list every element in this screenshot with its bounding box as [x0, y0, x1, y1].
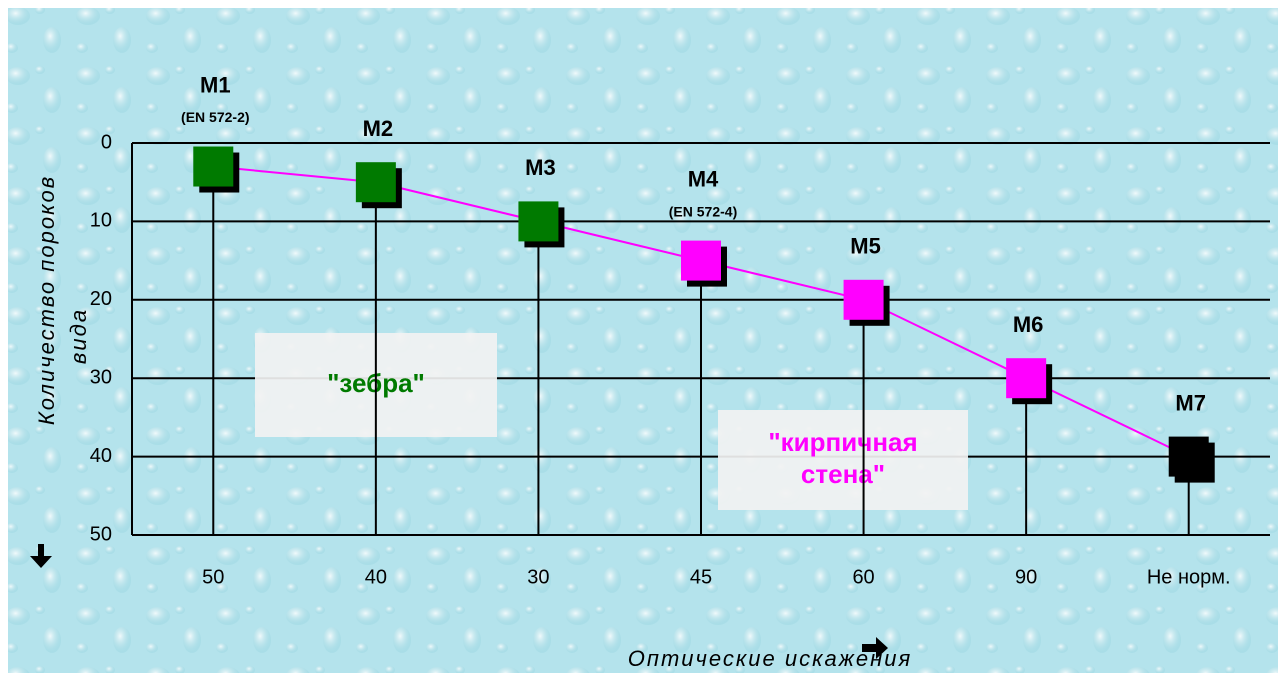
- y-tick-label: 0: [101, 131, 112, 153]
- y-tick-label: 10: [90, 210, 112, 232]
- x-axis-label: Оптические искажения: [628, 646, 912, 671]
- point-label: M1: [200, 72, 231, 97]
- chart: 01020304050"зебра""кирпичнаястена" 50403…: [0, 0, 1286, 681]
- annotation-text: "кирпичная: [768, 427, 917, 457]
- y-axis-label: Количество пороков: [34, 175, 59, 425]
- point-note: (EN 572-2): [181, 109, 249, 125]
- y-tick-label: 50: [90, 523, 112, 545]
- point-label: M3: [525, 155, 556, 180]
- y-tick-label: 30: [90, 366, 112, 388]
- y-tick-label: 40: [90, 445, 112, 467]
- x-tick-label: 50: [202, 566, 224, 588]
- marker: [193, 147, 233, 187]
- marker: [518, 201, 558, 241]
- background: [8, 8, 1278, 673]
- marker: [356, 162, 396, 202]
- y-tick-label: 20: [90, 288, 112, 310]
- point-label: M7: [1175, 390, 1206, 415]
- point-label: M5: [850, 234, 881, 259]
- x-tick-label: 30: [527, 566, 549, 588]
- marker: [1169, 437, 1209, 477]
- point-note: (EN 572-4): [669, 203, 737, 219]
- x-tick-label: 40: [365, 566, 387, 588]
- x-tick-label: Не норм.: [1147, 566, 1231, 588]
- x-tick-label: 90: [1015, 566, 1037, 588]
- marker: [681, 241, 721, 281]
- x-tick-label: 60: [852, 566, 874, 588]
- x-tick-label: 45: [690, 566, 712, 588]
- point-label: M2: [363, 116, 394, 141]
- marker: [844, 280, 884, 320]
- annotation-text: стена": [801, 459, 885, 489]
- point-label: M6: [1013, 312, 1044, 337]
- y-axis-label: вида: [66, 308, 91, 364]
- marker: [1006, 358, 1046, 398]
- point-label: M4: [688, 166, 719, 191]
- page: 01020304050"зебра""кирпичнаястена" 50403…: [0, 0, 1286, 681]
